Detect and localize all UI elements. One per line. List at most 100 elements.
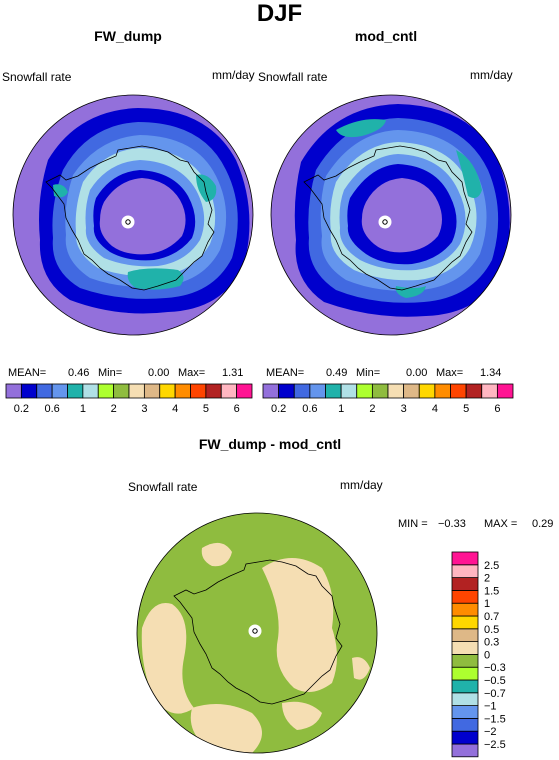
colorbar-tick-label: 5 xyxy=(203,403,209,415)
colorbar-tick-label: −1.5 xyxy=(484,713,506,725)
panel2-min-value: 0.00 xyxy=(406,367,428,379)
colorbar-swatch xyxy=(220,383,238,399)
colorbar-swatch xyxy=(371,383,389,399)
colorbar-tick-label: 0.2 xyxy=(14,403,29,415)
colorbar-swatch xyxy=(451,564,479,579)
panel1-polar-map xyxy=(12,94,254,336)
colorbar-tick-label: 1 xyxy=(80,403,86,415)
colorbar-swatch xyxy=(67,383,84,399)
colorbar-tick-label: 0.6 xyxy=(302,403,317,415)
diff-colorbar: −2.5−2−1.5−1−0.7−0.5−0.300.30.50.711.522… xyxy=(451,551,506,758)
colorbar-swatch xyxy=(451,654,479,668)
colorbar-swatch xyxy=(293,383,311,399)
colorbar-swatch xyxy=(278,383,295,399)
colorbar-swatch xyxy=(451,679,479,694)
map2-teal-3 xyxy=(395,286,426,298)
colorbar-tick-label: 3 xyxy=(141,403,147,415)
map1-teal-1 xyxy=(127,268,184,290)
colorbar-tick-label: 0.3 xyxy=(484,637,499,649)
colorbar-tick-label: −2.5 xyxy=(484,739,506,751)
colorbar-swatch xyxy=(465,383,483,399)
colorbar-swatch xyxy=(451,628,479,643)
colorbar-tick-label: −0.5 xyxy=(484,675,506,687)
colorbar-swatch xyxy=(451,615,479,630)
colorbar-swatch xyxy=(159,383,176,399)
panel1-variable-label: Snowfall rate xyxy=(2,70,72,84)
diff-patch-wheat-2 xyxy=(262,558,337,692)
panel1-units-label: mm/day xyxy=(212,68,255,82)
colorbar-swatch xyxy=(496,383,514,399)
panel2-mean-label: MEAN= xyxy=(266,367,305,379)
colorbar-swatch xyxy=(387,383,405,399)
diff-patch-wheat-3 xyxy=(190,704,262,753)
colorbar-swatch xyxy=(325,383,342,399)
colorbar-swatch xyxy=(205,383,222,399)
colorbar-swatch xyxy=(340,383,358,399)
colorbar-swatch xyxy=(481,383,498,399)
colorbar-swatch xyxy=(451,717,479,732)
panel2-colorbar: 0.2 0.6 1 2 3 4 5 6 xyxy=(262,383,514,415)
panel1-max-label: Max= xyxy=(178,367,206,379)
colorbar-tick-label: 1 xyxy=(484,598,490,610)
colorbar-tick-label: 2 xyxy=(484,573,490,585)
diff-patch-wheat-6 xyxy=(352,657,370,680)
colorbar-swatch xyxy=(128,383,145,399)
diff-max-label: MAX = xyxy=(484,518,518,530)
diff-polar-map xyxy=(136,512,378,754)
colorbar-tick-label: 4 xyxy=(432,403,438,415)
colorbar-swatch xyxy=(309,383,326,399)
colorbar-swatch xyxy=(113,383,130,399)
map1-pole-marker xyxy=(121,215,135,229)
colorbar-swatch xyxy=(236,383,253,399)
colorbar-swatch xyxy=(451,692,479,707)
colorbar-tick-label: 0.6 xyxy=(44,403,59,415)
map1-coastline xyxy=(45,145,215,291)
map2-coastline xyxy=(303,145,473,291)
colorbar-tick-label: 4 xyxy=(172,403,178,415)
panel2-variable-label: Snowfall rate xyxy=(258,70,328,84)
panel2-units-label: mm/day xyxy=(470,68,513,82)
colorbar-tick-label: 5 xyxy=(463,403,469,415)
colorbar-tick-label: 1 xyxy=(338,403,344,415)
map2-pole-marker xyxy=(378,215,392,229)
colorbar-swatch xyxy=(174,383,191,399)
panel1-min-label: Min= xyxy=(98,367,123,379)
panel1-mean-value: 0.46 xyxy=(68,367,90,379)
diff-min-value: −0.33 xyxy=(438,518,466,530)
panel-title-fw-dump: FW_dump xyxy=(94,28,162,44)
panel2-max-value: 1.34 xyxy=(480,367,502,379)
colorbar-swatch xyxy=(451,577,479,591)
map1-antarctica xyxy=(99,178,186,255)
colorbar-tick-label: 0.7 xyxy=(484,611,499,623)
diff-min-label: MIN = xyxy=(398,518,428,530)
diff-pole-marker xyxy=(248,624,262,638)
colorbar-tick-label: 2.5 xyxy=(484,560,499,572)
diff-patch-wheat-4 xyxy=(201,542,232,567)
colorbar-swatch xyxy=(190,383,207,399)
colorbar-tick-label: −0.3 xyxy=(484,662,506,674)
colorbar-tick-label: 2 xyxy=(111,403,117,415)
panel1-colorbar: 0.2 0.6 1 2 3 4 5 6 xyxy=(5,383,253,415)
colorbar-swatch xyxy=(97,383,115,399)
colorbar-tick-label: −0.7 xyxy=(484,688,506,700)
map2-teal-1 xyxy=(336,119,386,138)
panel1-min-value: 0.00 xyxy=(148,367,170,379)
panel2-max-label: Max= xyxy=(436,367,464,379)
colorbar-tick-label: 6 xyxy=(234,403,240,415)
colorbar-tick-label: 3 xyxy=(401,403,407,415)
colorbar-swatch xyxy=(82,383,99,399)
colorbar-swatch xyxy=(5,383,22,399)
diff-units-label: mm/day xyxy=(340,478,383,492)
colorbar-tick-label: 0.2 xyxy=(271,403,286,415)
panel2-polar-map xyxy=(270,94,512,336)
colorbar-swatch xyxy=(451,730,479,745)
colorbar-swatch xyxy=(451,602,479,617)
diff-variable-label: Snowfall rate xyxy=(128,480,198,494)
colorbar-swatch xyxy=(36,383,53,399)
colorbar-tick-label: −1 xyxy=(484,701,497,713)
map2-teal-2 xyxy=(456,150,482,198)
panel2-min-label: Min= xyxy=(356,367,381,379)
colorbar-swatch xyxy=(451,666,479,681)
map2-antarctica xyxy=(361,178,442,253)
panel2-mean-value: 0.49 xyxy=(326,367,348,379)
